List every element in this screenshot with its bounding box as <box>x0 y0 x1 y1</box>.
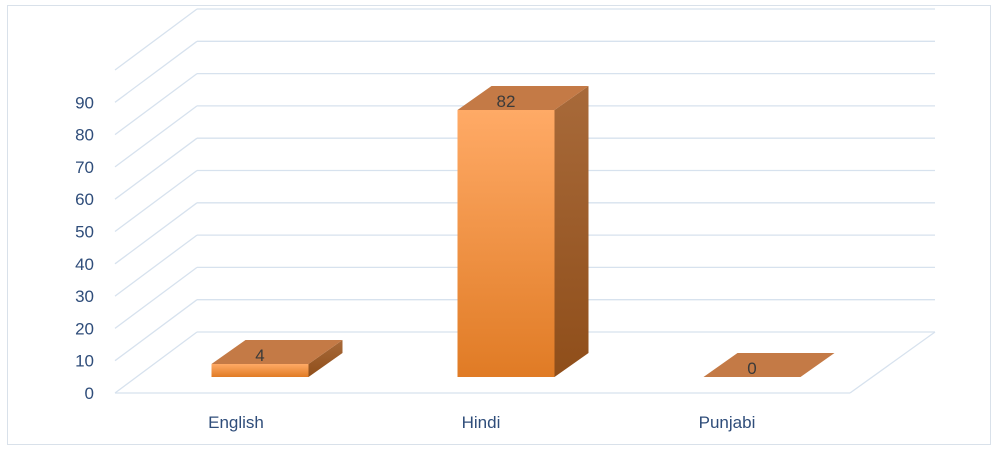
bar-english-top <box>211 339 343 364</box>
bar-english-front <box>211 363 309 377</box>
gridline-diagonal <box>114 137 198 200</box>
y-tick-label: 50 <box>75 223 94 242</box>
gridline-diagonal <box>114 331 198 394</box>
x-category-hindi: Hindi <box>462 413 501 432</box>
y-tick-label: 30 <box>75 287 94 306</box>
y-tick-label: 60 <box>75 190 94 209</box>
gridline-diagonal <box>114 73 198 136</box>
bars <box>211 86 835 377</box>
y-tick-label: 80 <box>75 126 94 145</box>
y-tick-label: 90 <box>75 93 94 112</box>
gridline-diagonal <box>114 8 198 71</box>
gridline-diagonal <box>114 40 198 103</box>
chart-frame <box>7 5 991 445</box>
y-tick-label: 10 <box>75 352 94 371</box>
gridline-diagonal <box>114 169 198 233</box>
gridline-diagonal <box>114 234 198 297</box>
bar-hindi-side <box>554 86 589 377</box>
gridline-diagonal <box>114 266 198 329</box>
gridline-diagonal <box>114 202 198 265</box>
y-tick-label: 40 <box>75 255 94 274</box>
data-label-hindi: 82 <box>497 92 516 111</box>
bar-english-side <box>308 339 343 377</box>
x-category-punjabi: Punjabi <box>699 413 756 432</box>
gridline-diagonal <box>114 299 198 362</box>
data-labels: 4 82 0 <box>255 92 756 378</box>
x-axis-categories: English Hindi Punjabi <box>208 413 755 432</box>
gridline-diagonal <box>114 105 198 168</box>
data-label-english: 4 <box>255 346 264 365</box>
bar-punjabi-top <box>703 353 835 377</box>
y-axis-ticks: 0 10 20 30 40 50 60 70 80 90 <box>75 93 94 403</box>
y-tick-label: 20 <box>75 319 94 338</box>
x-category-english: English <box>208 413 264 432</box>
bar-hindi-top <box>457 86 589 110</box>
floor-right-edge <box>849 331 936 394</box>
data-label-punjabi: 0 <box>747 359 756 378</box>
bar-hindi-front <box>457 110 555 377</box>
y-tick-label: 70 <box>75 158 94 177</box>
y-tick-label: 0 <box>85 384 94 403</box>
